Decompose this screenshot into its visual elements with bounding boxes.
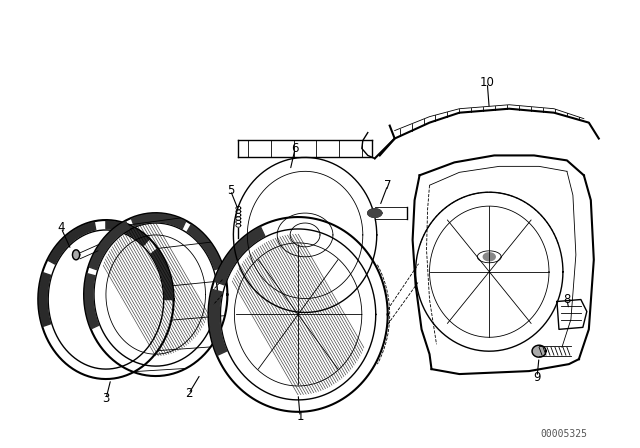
Text: 10: 10 bbox=[480, 76, 495, 90]
Polygon shape bbox=[483, 253, 495, 261]
Polygon shape bbox=[532, 345, 546, 357]
Polygon shape bbox=[132, 214, 186, 229]
Polygon shape bbox=[209, 289, 227, 355]
Polygon shape bbox=[215, 227, 265, 285]
Text: 6: 6 bbox=[291, 142, 299, 155]
Polygon shape bbox=[48, 222, 96, 264]
Polygon shape bbox=[90, 222, 129, 270]
Polygon shape bbox=[151, 249, 173, 300]
Text: 2: 2 bbox=[185, 388, 193, 401]
Polygon shape bbox=[85, 274, 99, 328]
Text: 00005325: 00005325 bbox=[540, 429, 588, 439]
Text: 3: 3 bbox=[102, 392, 109, 405]
Text: 8: 8 bbox=[563, 293, 571, 306]
Polygon shape bbox=[368, 209, 381, 217]
Text: 7: 7 bbox=[384, 179, 392, 192]
Polygon shape bbox=[106, 221, 149, 246]
Polygon shape bbox=[72, 250, 79, 260]
Text: 4: 4 bbox=[58, 221, 65, 234]
Text: 9: 9 bbox=[533, 370, 541, 383]
Text: 5: 5 bbox=[227, 184, 234, 197]
Text: 1: 1 bbox=[296, 410, 304, 423]
Polygon shape bbox=[39, 273, 51, 326]
Polygon shape bbox=[187, 225, 222, 270]
